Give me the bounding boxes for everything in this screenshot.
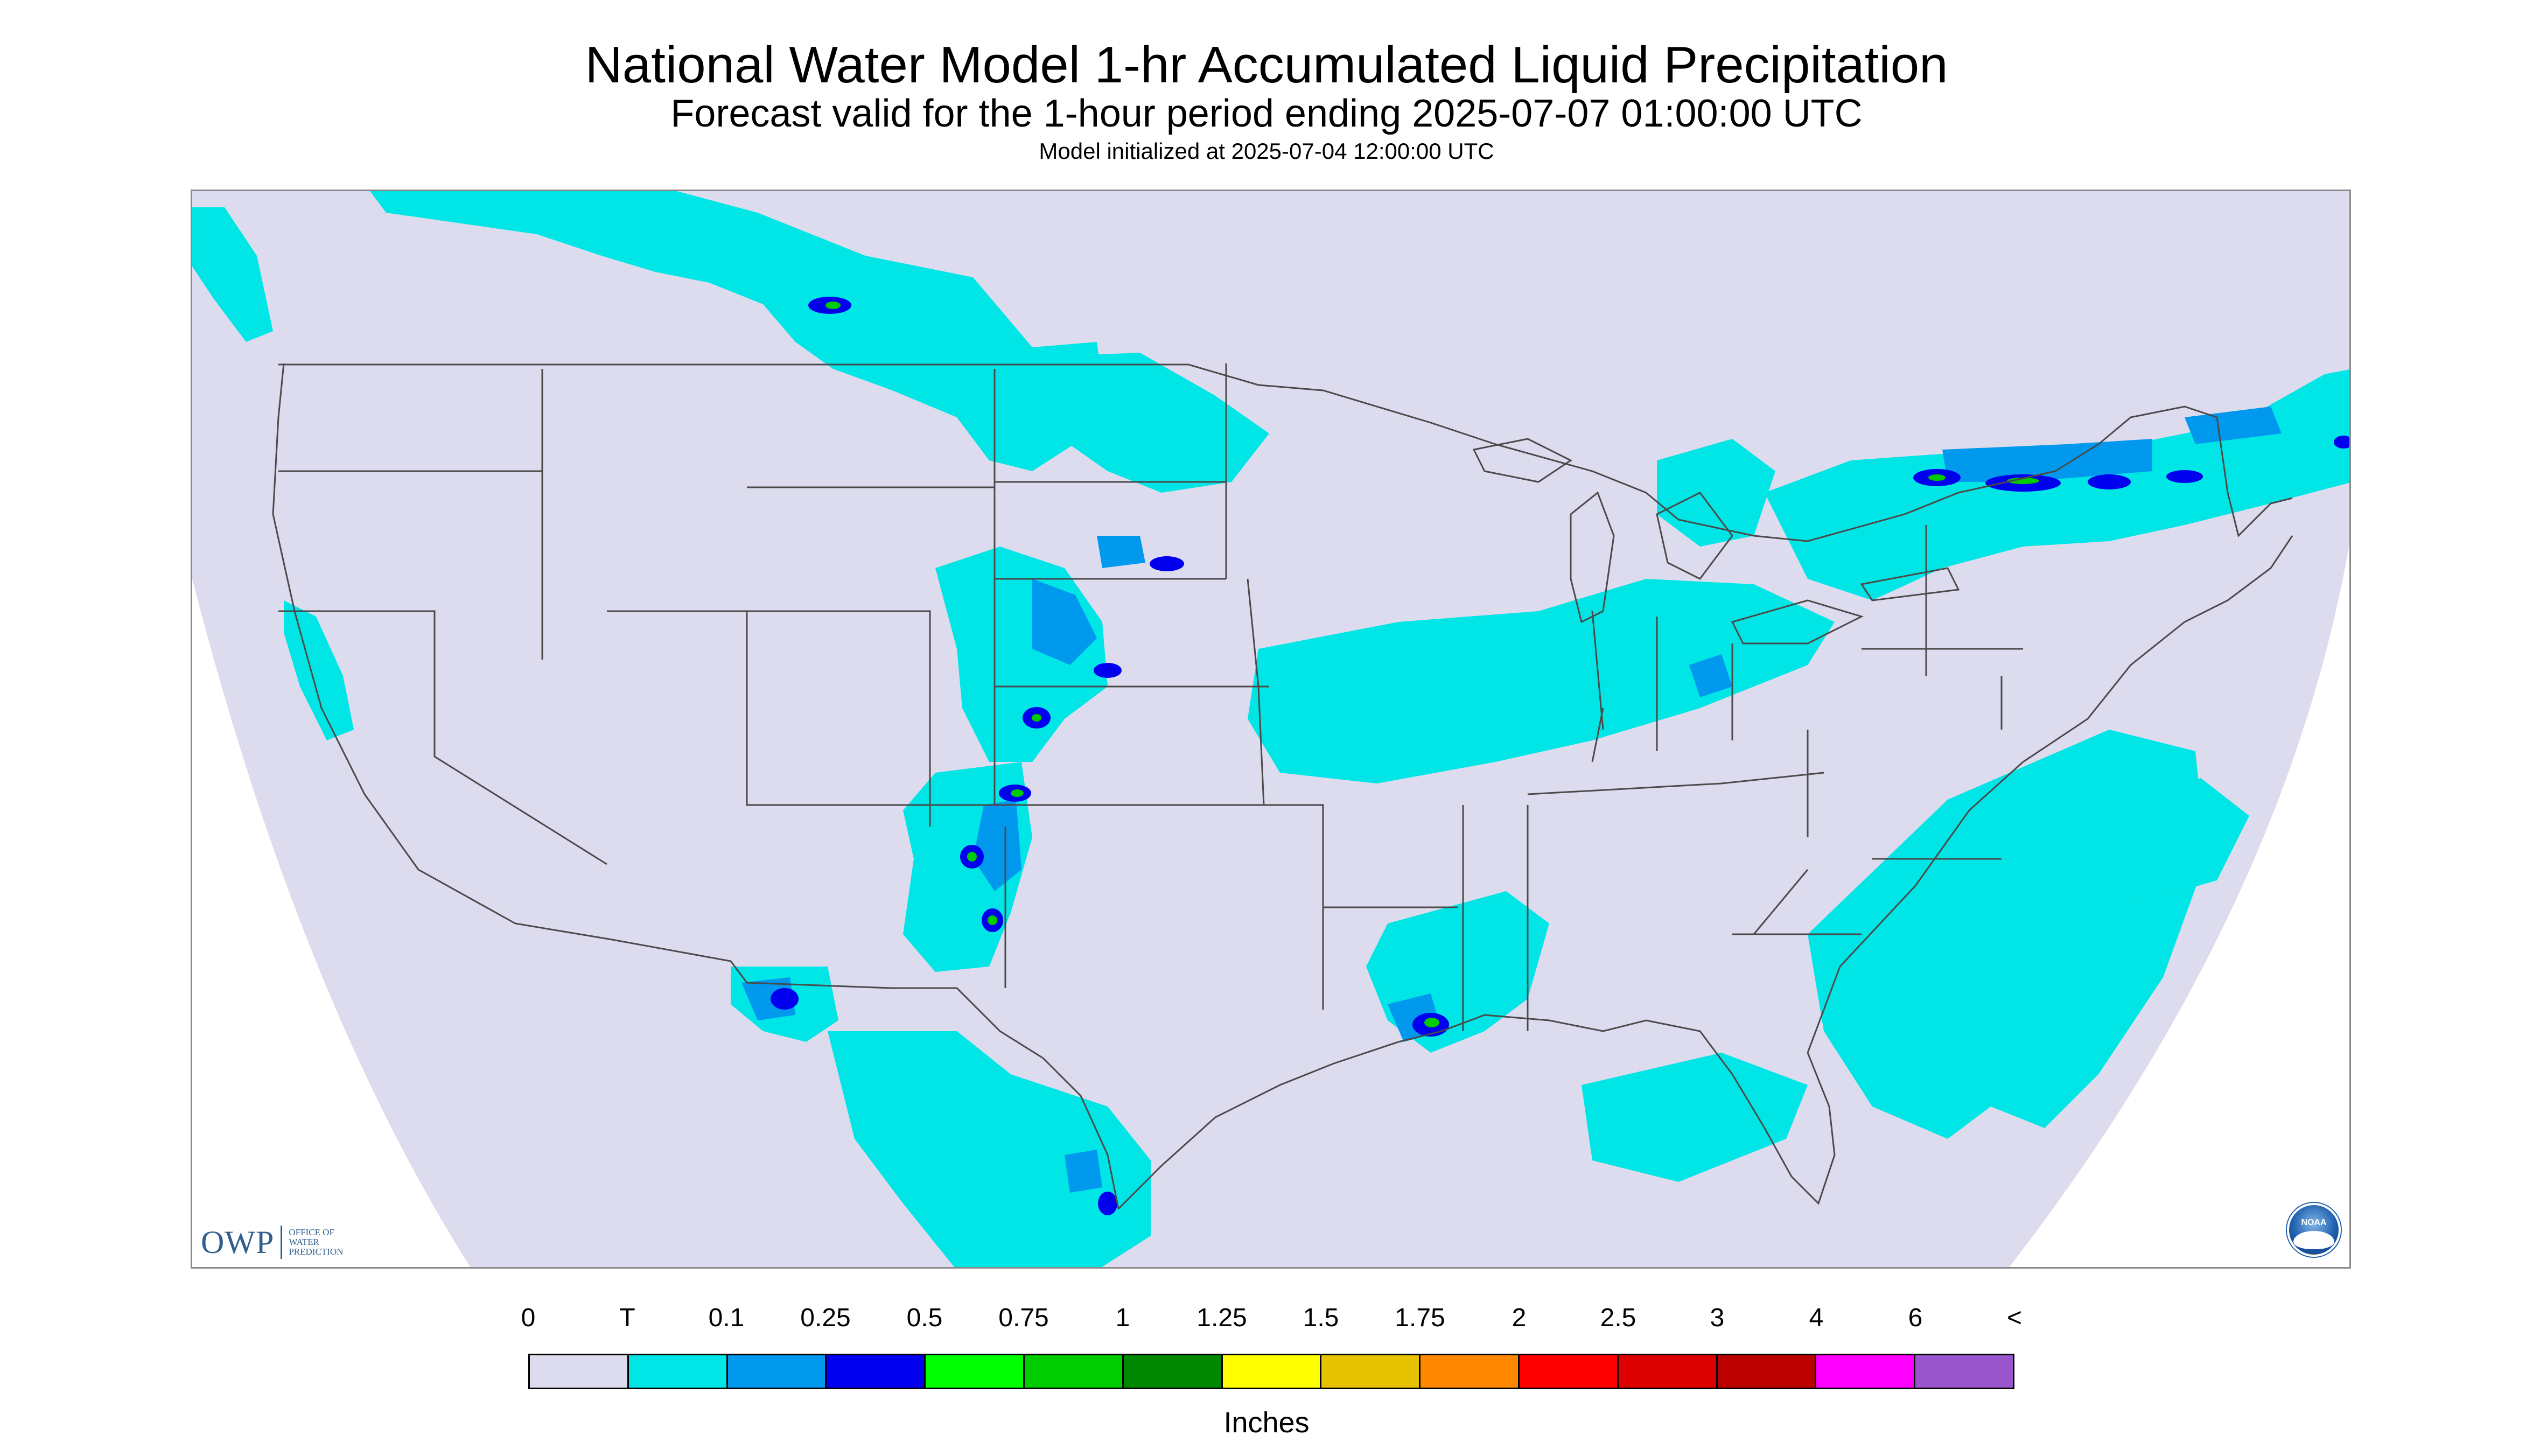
colorbar-swatch (827, 1355, 926, 1388)
precip-cell-0-25 (1094, 663, 1122, 678)
precip-cell-0-5 (967, 852, 977, 862)
precip-cell-0-5 (2007, 478, 2039, 484)
colorbar-tick-label: 1.5 (1303, 1304, 1339, 1332)
precip-area (828, 1031, 1151, 1267)
precip-cell-0-5 (1011, 789, 1024, 797)
map-canvas (192, 191, 2349, 1267)
precip-core-cells (825, 302, 2039, 1027)
precip-cell-0-5 (1928, 474, 1946, 481)
colorbar-swatch (1123, 1355, 1223, 1388)
colorbar-tick-label: 0.25 (800, 1304, 851, 1332)
colorbar-swatch (1915, 1355, 2013, 1388)
precip-cell-0-25 (2088, 474, 2131, 489)
precip-area (2098, 778, 2249, 902)
precip-cell-0-25 (1150, 556, 1184, 571)
colorbar-swatch (1321, 1355, 1421, 1388)
owp-logo-text: OFFICE OF WATER PREDICTION (289, 1227, 344, 1257)
owp-logo-mark: OWP (201, 1224, 275, 1260)
precip-area (1011, 353, 1269, 493)
colorbar-swatch (1024, 1355, 1124, 1388)
precip-area (741, 977, 795, 1020)
precip-area (192, 207, 273, 342)
colorbar-tick-label: T (619, 1304, 635, 1332)
colorbar-swatch (926, 1355, 1025, 1388)
colorbar-tick-label: 4 (1809, 1304, 1824, 1332)
boundary-lines (272, 363, 2293, 1210)
colorbar-tick-label: 6 (1908, 1304, 1923, 1332)
owp-logo-divider (281, 1226, 283, 1259)
owp-logo: OWP OFFICE OF WATER PREDICTION (201, 1223, 343, 1261)
precip-area (1657, 439, 1775, 547)
precip-cell-0-5 (1424, 1018, 1439, 1027)
colorbar-tick-label: 1.75 (1395, 1304, 1445, 1332)
colorbar-tick-label: 0 (521, 1304, 536, 1332)
precip-area (1248, 579, 1835, 783)
east-coast (1807, 535, 2293, 1053)
precip-area (370, 191, 1108, 471)
colorbar-swatch (1519, 1355, 1619, 1388)
state-lines (278, 363, 2023, 1031)
colorbar-swatch (530, 1355, 629, 1388)
precip-cell-0-5 (988, 915, 997, 925)
precip-light-areas (741, 407, 2282, 1193)
colorbar-swatch (1717, 1355, 1817, 1388)
colorbar-tick-label: 2.5 (1600, 1304, 1636, 1332)
west-coast (272, 363, 613, 941)
us-mexico-border (612, 939, 1119, 1209)
precip-cell-0-25 (2334, 436, 2349, 449)
colorbar (528, 1354, 2014, 1389)
noaa-logo: NOAA (2287, 1203, 2341, 1257)
precip-cell-0-5 (825, 302, 841, 309)
precip-area (1032, 579, 1097, 665)
colorbar-tick-label: < (2006, 1304, 2023, 1332)
precip-area (1942, 439, 2152, 482)
colorbar-swatch (1618, 1355, 1718, 1388)
precipitation-map[interactable] (191, 190, 2351, 1269)
precip-cell-0-25 (771, 988, 799, 1010)
colorbar-swatch (1421, 1355, 1520, 1388)
forecast-valid-subtitle: Forecast valid for the 1-hour period end… (670, 92, 1863, 135)
model-init-line: Model initialized at 2025-07-04 12:00:00… (1039, 138, 1494, 164)
colorbar-tick-label: 0.5 (906, 1304, 943, 1332)
great-lakes (1472, 438, 1960, 645)
precip-area (1689, 654, 1732, 697)
us-canada-border (278, 363, 2293, 542)
gulf-coast (1117, 1014, 1836, 1210)
precip-area (2185, 407, 2282, 444)
colorbar-tick-label: 0.1 (708, 1304, 745, 1332)
precip-area (1097, 536, 1145, 568)
colorbar-tick-label: 0.75 (998, 1304, 1049, 1332)
colorbar-swatch (1222, 1355, 1322, 1388)
precip-cell-0-25 (2166, 470, 2203, 483)
colorbar-tick-label: 1 (1115, 1304, 1130, 1332)
colorbar-swatch (1816, 1355, 1916, 1388)
colorbar-tick-label: 3 (1710, 1304, 1725, 1332)
colorbar-units-label: Inches (1223, 1406, 1310, 1439)
colorbar-swatch (727, 1355, 827, 1388)
colorbar-tick-label: 2 (1512, 1304, 1527, 1332)
colorbar-swatch (628, 1355, 728, 1388)
colorbar-tick-label: 1.25 (1196, 1304, 1247, 1332)
precip-cell-0-5 (1032, 714, 1041, 722)
precip-area (973, 800, 1021, 891)
precip-area (1582, 1053, 1808, 1182)
precip-area (1065, 1150, 1102, 1193)
precip-cell-0-25 (1098, 1192, 1117, 1215)
map-title: National Water Model 1-hr Accumulated Li… (585, 36, 1948, 94)
